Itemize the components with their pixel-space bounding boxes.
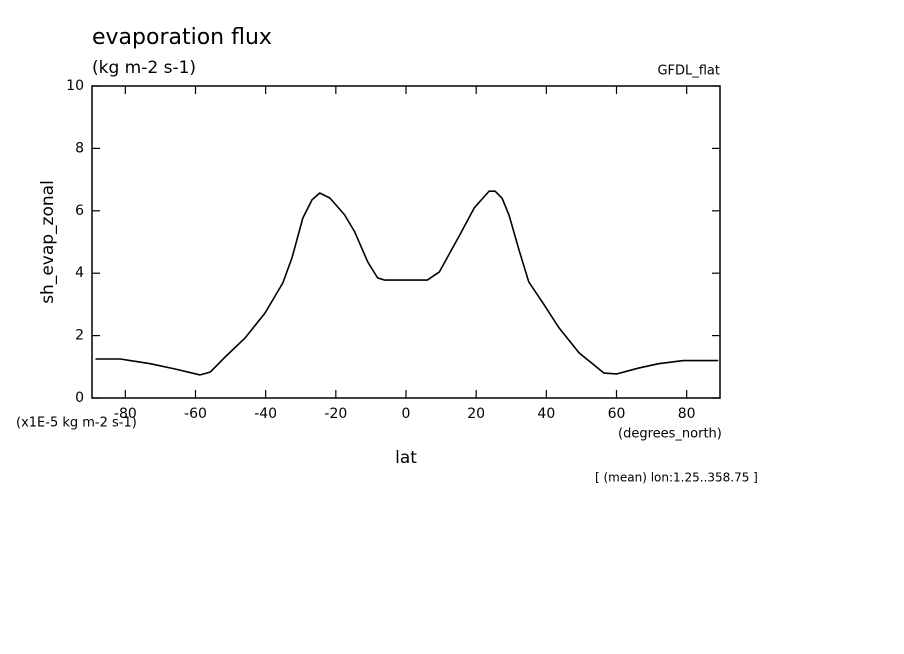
y-tick-label: 10 [66,78,84,94]
x-axis-label: lat [395,448,417,468]
y-tick-label: 2 [75,328,84,344]
note: [ (mean) lon:1.25..358.75 ] [595,471,758,485]
x-tick-label: 20 [467,406,485,422]
x-tick-label: 40 [537,406,555,422]
y-units: (x1E-5 kg m-2 s-1) [16,416,137,431]
x-units: (degrees_north) [618,427,722,442]
x-tick-label: -80 [114,406,137,422]
y-axis-label: sh_evap_zonal [38,180,58,304]
data-line [95,190,719,376]
dataset-label: GFDL_flat [657,64,720,79]
chart-subtitle: (kg m-2 s-1) [92,58,196,78]
y-tick-label: 4 [75,265,84,281]
x-tick-label: 0 [402,406,411,422]
x-tick-label: 60 [608,406,626,422]
y-tick-label: 8 [75,140,84,156]
y-tick-label: 0 [75,390,84,406]
x-tick-label: -60 [184,406,207,422]
x-tick-label: -20 [324,406,347,422]
x-tick-label: 80 [678,406,696,422]
y-tick-label: 6 [75,203,84,219]
chart-title: evaporation flux [92,25,272,50]
x-tick-label: -40 [254,406,277,422]
plot-frame [91,85,721,399]
